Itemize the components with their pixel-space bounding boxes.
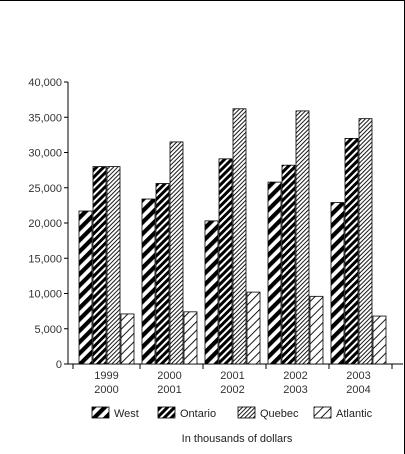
bar-atlantic — [372, 315, 387, 365]
bar-ontario — [155, 183, 170, 365]
legend-label-west: West — [114, 408, 139, 420]
bar-west — [330, 202, 345, 365]
bar-atlantic — [183, 311, 198, 365]
bar-atlantic — [246, 291, 261, 365]
y-axis: 0 5,000 10,000 15,000 20,000 25,000 30,000 35,0… — [28, 77, 69, 371]
legend-swatch-west — [91, 406, 110, 419]
x-tick-label: 1999 — [94, 370, 118, 382]
frame-top-border — [0, 0, 404, 1]
y-tick-label: 15,000 — [28, 253, 62, 265]
bar-west — [141, 198, 156, 365]
x-tick-label: 2001 — [220, 370, 244, 382]
x-tick-label: 2003 — [283, 384, 307, 396]
bar-quebec — [169, 141, 184, 365]
y-tick-label: 0 — [56, 359, 62, 371]
bar-atlantic — [120, 313, 135, 365]
y-tick-label: 25,000 — [28, 183, 62, 195]
bar-west — [78, 210, 93, 365]
x-tick-label: 2001 — [157, 384, 181, 396]
x-tick-label: 2004 — [346, 384, 370, 396]
bar-west — [204, 220, 219, 365]
x-tick-label: 2002 — [220, 384, 244, 396]
y-tick-label: 30,000 — [28, 148, 62, 160]
bar-ontario — [344, 137, 359, 365]
x-tick-label: 2002 — [283, 370, 307, 382]
x-tick-label: 2003 — [346, 370, 370, 382]
x-axis: 1999 2000 2000 2001 2001 2002 2002 2003 2003 2004 — [68, 363, 403, 396]
legend-swatch-atlantic — [313, 406, 332, 419]
footer-note: In thousands of dollars — [182, 433, 293, 445]
legend-swatch-ontario — [157, 406, 176, 419]
bar-quebec — [106, 166, 121, 365]
y-tick-label: 40,000 — [28, 77, 62, 89]
y-tick-label: 35,000 — [28, 112, 62, 124]
legend-label-ontario: Ontario — [180, 408, 216, 420]
y-tick-label: 20,000 — [28, 218, 62, 230]
bar-atlantic — [309, 295, 324, 365]
bar-quebec — [232, 108, 247, 365]
y-tick-label: 5,000 — [34, 324, 62, 336]
bar-ontario — [281, 164, 296, 365]
legend: West Ontario Quebec Atlantic — [91, 406, 373, 420]
bar-quebec — [358, 118, 373, 365]
bar-ontario — [92, 166, 107, 365]
bar-west — [267, 181, 282, 365]
legend-label-atlantic: Atlantic — [336, 408, 373, 420]
x-tick-label: 2000 — [94, 384, 118, 396]
legend-swatch-quebec — [237, 406, 256, 419]
x-tick-label: 2000 — [157, 370, 181, 382]
bar-quebec — [295, 110, 310, 365]
bars — [78, 108, 387, 365]
bar-ontario — [218, 158, 233, 365]
y-tick-label: 10,000 — [28, 289, 62, 301]
legend-label-quebec: Quebec — [260, 408, 299, 420]
